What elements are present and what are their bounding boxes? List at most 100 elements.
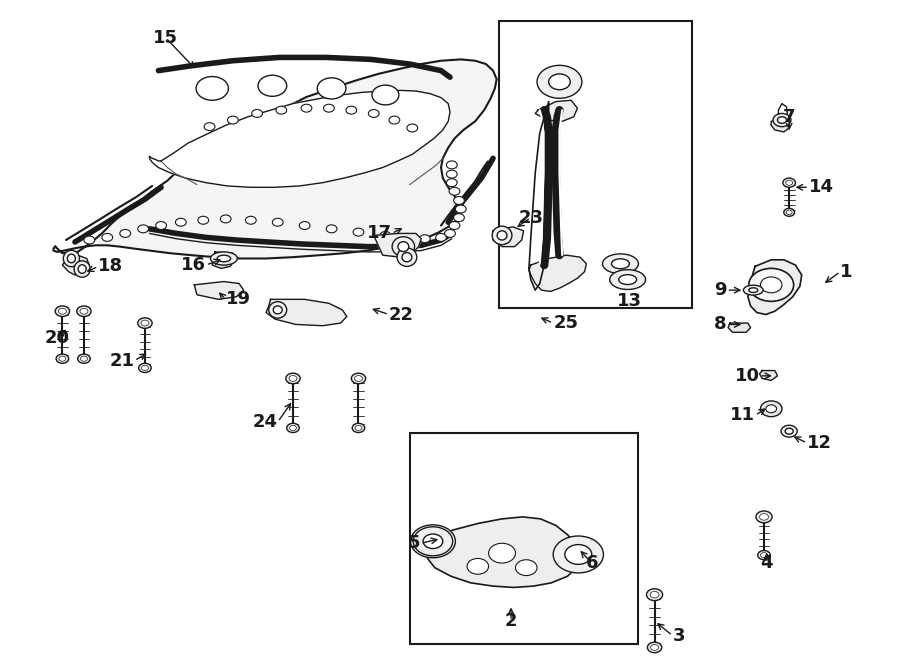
- Polygon shape: [421, 535, 444, 548]
- Circle shape: [380, 232, 391, 240]
- Text: 22: 22: [389, 306, 414, 324]
- Circle shape: [58, 356, 66, 361]
- Text: 20: 20: [44, 328, 69, 347]
- Ellipse shape: [78, 265, 86, 273]
- Bar: [500, 21, 692, 308]
- Text: 21: 21: [109, 352, 134, 369]
- Circle shape: [446, 179, 457, 187]
- Circle shape: [286, 373, 301, 384]
- Circle shape: [773, 113, 791, 126]
- Text: 13: 13: [616, 293, 642, 310]
- Circle shape: [246, 216, 256, 224]
- Ellipse shape: [743, 285, 763, 295]
- Polygon shape: [62, 255, 89, 275]
- Circle shape: [353, 228, 364, 236]
- Circle shape: [102, 234, 112, 242]
- Circle shape: [346, 106, 356, 114]
- Text: 1: 1: [841, 263, 853, 281]
- Circle shape: [419, 235, 430, 243]
- Circle shape: [138, 225, 148, 233]
- Text: 11: 11: [730, 406, 755, 424]
- Polygon shape: [53, 60, 497, 258]
- Circle shape: [445, 230, 455, 238]
- Text: 23: 23: [518, 209, 544, 226]
- Circle shape: [326, 225, 337, 233]
- Circle shape: [467, 559, 489, 574]
- Circle shape: [549, 74, 571, 90]
- Circle shape: [84, 236, 94, 244]
- Circle shape: [368, 109, 379, 117]
- Text: 16: 16: [181, 256, 206, 274]
- Polygon shape: [149, 91, 450, 187]
- Polygon shape: [212, 252, 235, 268]
- Circle shape: [55, 306, 69, 316]
- Circle shape: [323, 104, 334, 112]
- Circle shape: [410, 525, 455, 558]
- Text: 18: 18: [98, 258, 123, 275]
- Circle shape: [454, 214, 464, 222]
- Circle shape: [766, 405, 777, 412]
- Circle shape: [289, 375, 297, 381]
- Ellipse shape: [211, 252, 238, 265]
- Ellipse shape: [217, 255, 230, 261]
- Circle shape: [455, 205, 466, 213]
- Ellipse shape: [392, 237, 415, 256]
- Ellipse shape: [269, 302, 287, 318]
- Circle shape: [76, 306, 91, 316]
- Circle shape: [77, 354, 90, 363]
- Circle shape: [758, 551, 770, 560]
- Text: 15: 15: [153, 28, 178, 46]
- Circle shape: [141, 320, 149, 326]
- Circle shape: [454, 197, 464, 205]
- Text: 3: 3: [672, 626, 685, 645]
- Text: 14: 14: [809, 178, 834, 197]
- Ellipse shape: [492, 226, 512, 245]
- Circle shape: [449, 187, 460, 195]
- Polygon shape: [760, 371, 778, 381]
- Circle shape: [56, 354, 68, 363]
- Circle shape: [651, 645, 659, 650]
- Circle shape: [449, 222, 460, 230]
- Polygon shape: [266, 299, 346, 326]
- Ellipse shape: [602, 254, 638, 273]
- Circle shape: [787, 210, 792, 214]
- Circle shape: [760, 401, 782, 416]
- Bar: [410, 433, 638, 644]
- Polygon shape: [374, 234, 421, 257]
- Text: 4: 4: [760, 554, 773, 572]
- Circle shape: [258, 75, 287, 96]
- Circle shape: [554, 536, 603, 573]
- Circle shape: [198, 216, 209, 224]
- Ellipse shape: [63, 250, 79, 267]
- Circle shape: [401, 234, 412, 242]
- Circle shape: [413, 527, 453, 556]
- Ellipse shape: [781, 425, 797, 437]
- Text: 10: 10: [734, 367, 760, 385]
- Circle shape: [352, 423, 365, 432]
- Circle shape: [647, 642, 662, 653]
- Ellipse shape: [749, 288, 758, 293]
- Text: 5: 5: [408, 534, 420, 552]
- Text: 8: 8: [714, 315, 726, 334]
- Circle shape: [760, 514, 769, 520]
- Circle shape: [273, 218, 284, 226]
- Circle shape: [446, 161, 457, 169]
- Circle shape: [252, 109, 263, 117]
- Polygon shape: [748, 260, 802, 314]
- Circle shape: [783, 178, 796, 187]
- Circle shape: [80, 356, 87, 361]
- Circle shape: [436, 234, 446, 242]
- Ellipse shape: [402, 252, 412, 261]
- Ellipse shape: [618, 275, 636, 285]
- Circle shape: [423, 534, 443, 549]
- Circle shape: [372, 85, 399, 105]
- Ellipse shape: [611, 259, 629, 269]
- Polygon shape: [426, 517, 580, 587]
- Circle shape: [646, 589, 662, 600]
- Polygon shape: [529, 255, 587, 291]
- Circle shape: [317, 78, 346, 99]
- Text: 9: 9: [714, 281, 726, 299]
- Text: 24: 24: [253, 413, 278, 431]
- Circle shape: [120, 230, 130, 238]
- Circle shape: [287, 423, 300, 432]
